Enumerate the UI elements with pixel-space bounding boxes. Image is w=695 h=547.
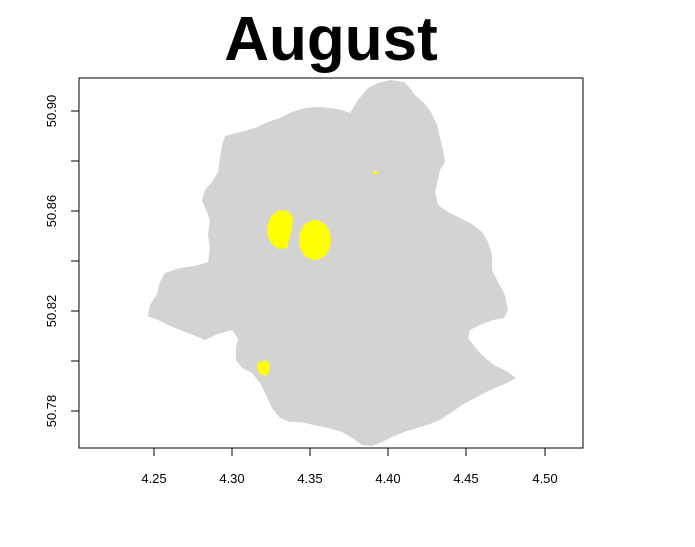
x-tick-label: 4.40: [375, 471, 400, 486]
hotspot-2: [299, 220, 331, 260]
y-tick-label: 50.78: [44, 395, 59, 428]
x-tick-label: 4.50: [532, 471, 557, 486]
y-tick-label: 50.90: [44, 95, 59, 128]
y-axis: 50.78 50.82 50.86 50.90: [44, 95, 80, 428]
hotspot-3: [257, 360, 270, 376]
hotspot-1: [267, 210, 293, 249]
region-polygon: [148, 80, 516, 446]
map-title: August: [224, 5, 438, 74]
y-tick-label: 50.82: [44, 295, 59, 328]
x-axis: 4.25 4.30 4.35 4.40 4.45 4.50: [141, 447, 558, 486]
x-tick-label: 4.45: [453, 471, 478, 486]
hotspot-4: [374, 171, 377, 174]
x-tick-label: 4.30: [219, 471, 244, 486]
x-tick-label: 4.35: [297, 471, 322, 486]
x-tick-label: 4.25: [141, 471, 166, 486]
y-tick-label: 50.86: [44, 195, 59, 228]
